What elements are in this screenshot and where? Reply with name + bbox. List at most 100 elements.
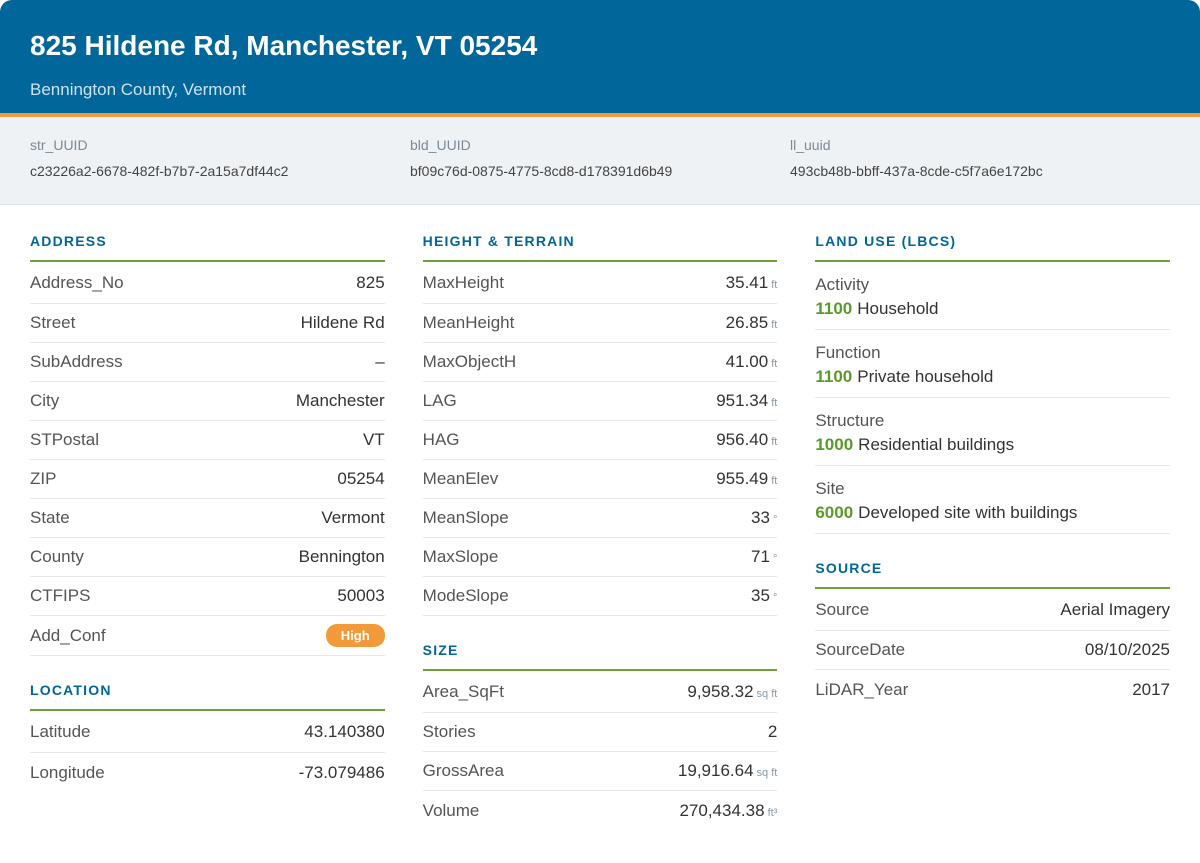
table-row: Volume 270,434.38 ft³ <box>423 791 778 830</box>
row-label: CTFIPS <box>30 586 91 605</box>
landuse-desc: Private household <box>857 367 994 386</box>
landuse-value: 1100 Household <box>815 299 1170 319</box>
landuse-value: 1100 Private household <box>815 367 1170 387</box>
id-ll-uuid: ll_uuid 493cb48b-bbff-437a-8cde-c5f7a6e1… <box>790 137 1170 204</box>
row-value: 41.00 <box>725 352 769 371</box>
row-value: 35.41 <box>725 272 769 292</box>
table-row: MaxSlope 71 ° <box>422 538 778 577</box>
row-value: 33 <box>751 508 770 527</box>
row-unit: ° <box>772 514 778 526</box>
row-value: Hildene Rd <box>300 313 385 332</box>
row-label: MaxHeight <box>422 272 504 292</box>
table-row: County Bennington <box>30 538 385 577</box>
section-title-height: HEIGHT & TERRAIN <box>422 233 778 262</box>
row-value: Bennington <box>298 547 385 566</box>
row-value: 2017 <box>1132 679 1171 699</box>
row-unit: ft <box>771 436 778 448</box>
table-row: MaxObjectH 41.00 ft <box>422 343 778 382</box>
id-label: str_UUID <box>30 137 88 153</box>
page-title: 825 Hildene Rd, Manchester, VT 05254 <box>30 30 538 61</box>
landuse-desc: Developed site with buildings <box>858 503 1078 522</box>
column-address: ADDRESS Address_No 825 Street Hildene Rd S… <box>30 233 385 830</box>
section-title-address: ADDRESS <box>30 233 385 262</box>
landuse-code: 6000 <box>815 503 854 522</box>
row-unit: ft³ <box>767 806 778 819</box>
landuse-label: Structure <box>815 411 885 430</box>
id-label: ll_uuid <box>790 137 831 153</box>
table-row: Street Hildene Rd <box>30 304 385 343</box>
row-value: Aerial Imagery <box>1060 599 1171 619</box>
table-row: Address_No 825 <box>30 262 385 304</box>
row-value: Manchester <box>295 391 385 410</box>
table-row: MeanElev 955.49 ft <box>422 460 778 499</box>
table-row: Area_SqFt 9,958.32 sq ft <box>422 671 778 713</box>
row-label: LAG <box>422 391 457 410</box>
row-value: 50003 <box>337 586 385 605</box>
row-label: MeanHeight <box>422 313 515 332</box>
row-label: LiDAR_Year <box>815 679 909 699</box>
landuse-desc: Household <box>857 299 939 318</box>
id-value: 493cb48b-bbff-437a-8cde-c5f7a6e172bc <box>790 163 1043 179</box>
row-value: 43.140380 <box>304 721 385 741</box>
row-value-group: 19,916.64 sq ft <box>678 761 777 781</box>
row-value: 2 <box>767 722 778 741</box>
table-row: SourceDate 08/10/2025 <box>815 631 1171 670</box>
row-value-group: 35 ° <box>751 586 777 606</box>
row-value-group: 955.49 ft <box>716 469 777 489</box>
row-label: ModeSlope <box>422 586 509 605</box>
row-value: VT <box>362 430 385 449</box>
section-title-landuse: LAND USE (LBCS) <box>815 233 1171 262</box>
row-unit: sq ft <box>756 687 778 700</box>
table-row: Longitude -73.079486 <box>30 753 385 792</box>
table-row: MeanSlope 33 ° <box>422 499 778 538</box>
row-value: -73.079486 <box>298 762 385 782</box>
row-label: ZIP <box>30 469 57 488</box>
table-row: City Manchester <box>30 382 385 421</box>
table-row: MaxHeight 35.41 ft <box>422 262 778 304</box>
row-unit: ° <box>772 553 778 565</box>
id-bar: str_UUID c23226a2-6678-482f-b7b7-2a15a7d… <box>0 117 1200 205</box>
landuse-value: 6000 Developed site with buildings <box>815 503 1170 523</box>
row-value-group: 41.00 ft <box>726 352 778 372</box>
row-value-group: 26.85 ft <box>726 313 778 333</box>
landuse-label: Activity <box>815 275 870 294</box>
section-title-location: LOCATION <box>30 682 385 711</box>
row-value: 825 <box>356 272 385 292</box>
row-label: Add_Conf <box>30 625 106 645</box>
landuse-code: 1000 <box>815 435 854 454</box>
row-unit: ft <box>771 278 778 291</box>
row-value-group: 71 ° <box>751 547 777 567</box>
id-bld-uuid: bld_UUID bf09c76d-0875-4775-8cd8-d178391… <box>410 137 790 204</box>
table-row: Source Aerial Imagery <box>815 589 1171 631</box>
landuse-item: Site 6000 Developed site with buildings <box>815 466 1171 534</box>
row-value-group: 270,434.38 ft³ <box>679 801 777 821</box>
row-value: Vermont <box>321 508 385 527</box>
row-value: 05254 <box>337 469 385 488</box>
table-row: Stories 2 <box>422 713 778 752</box>
row-label: Street <box>30 313 76 332</box>
row-unit: ft <box>771 475 778 487</box>
row-label: SubAddress <box>30 352 123 371</box>
id-value: bf09c76d-0875-4775-8cd8-d178391d6b49 <box>410 163 673 179</box>
row-label: SourceDate <box>815 640 906 659</box>
row-label: MeanSlope <box>422 508 509 527</box>
row-unit: ft <box>771 358 778 370</box>
row-label: STPostal <box>30 430 99 449</box>
landuse-code: 1100 <box>815 367 853 386</box>
row-label: Latitude <box>30 721 91 741</box>
row-label: Stories <box>422 722 476 741</box>
row-label: City <box>30 391 60 410</box>
row-value: 35 <box>751 586 770 605</box>
id-label: bld_UUID <box>410 137 471 153</box>
row-label: HAG <box>422 430 460 449</box>
row-unit: sq ft <box>756 767 778 779</box>
row-label: Address_No <box>30 272 124 292</box>
table-row: LiDAR_Year 2017 <box>815 670 1170 709</box>
row-value: 71 <box>751 547 770 566</box>
column-landuse-source: LAND USE (LBCS) Activity 1100 Household F… <box>815 233 1171 830</box>
table-row: MeanHeight 26.85 ft <box>422 304 778 343</box>
table-row: Latitude 43.140380 <box>30 711 385 753</box>
row-value: 08/10/2025 <box>1084 640 1171 659</box>
landuse-item: Structure 1000 Residential buildings <box>815 398 1171 466</box>
